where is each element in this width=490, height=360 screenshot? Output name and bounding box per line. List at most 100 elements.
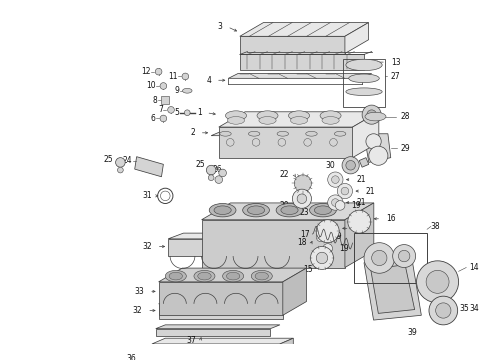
Polygon shape	[135, 157, 163, 177]
Text: 37: 37	[186, 336, 196, 345]
Ellipse shape	[365, 112, 386, 121]
Bar	[162, 96, 169, 104]
Circle shape	[316, 252, 328, 264]
Circle shape	[304, 139, 312, 146]
Circle shape	[362, 105, 381, 124]
Ellipse shape	[227, 117, 245, 124]
Circle shape	[392, 244, 416, 267]
Polygon shape	[283, 268, 306, 315]
Circle shape	[436, 303, 451, 318]
Circle shape	[278, 139, 286, 146]
Circle shape	[335, 201, 345, 210]
Ellipse shape	[257, 111, 278, 120]
Polygon shape	[240, 54, 364, 70]
Circle shape	[369, 146, 388, 165]
Circle shape	[367, 110, 376, 120]
Polygon shape	[156, 329, 270, 336]
Circle shape	[346, 161, 355, 170]
Text: 34: 34	[469, 304, 479, 313]
Circle shape	[371, 250, 387, 266]
Ellipse shape	[243, 203, 270, 217]
Polygon shape	[364, 258, 421, 320]
Circle shape	[337, 184, 352, 199]
Text: 16: 16	[386, 214, 395, 223]
Ellipse shape	[277, 131, 289, 136]
Polygon shape	[371, 265, 415, 313]
Circle shape	[118, 167, 123, 173]
Ellipse shape	[247, 206, 265, 215]
Polygon shape	[168, 233, 311, 239]
Circle shape	[323, 244, 333, 253]
Text: 22: 22	[280, 170, 290, 179]
Circle shape	[332, 199, 339, 206]
Text: 21: 21	[356, 175, 366, 184]
Circle shape	[316, 232, 326, 242]
Text: 25: 25	[103, 155, 113, 164]
Circle shape	[328, 172, 343, 187]
Text: 6: 6	[151, 114, 156, 123]
Text: 26: 26	[213, 165, 222, 174]
Ellipse shape	[334, 131, 346, 136]
Text: 27: 27	[391, 72, 400, 81]
Circle shape	[342, 157, 359, 174]
Ellipse shape	[281, 206, 298, 215]
Ellipse shape	[165, 270, 186, 282]
Polygon shape	[152, 344, 280, 360]
Text: 4: 4	[206, 76, 211, 85]
Circle shape	[184, 110, 190, 116]
Circle shape	[168, 107, 174, 113]
Circle shape	[215, 176, 222, 184]
Circle shape	[293, 189, 312, 208]
Circle shape	[348, 210, 371, 233]
Circle shape	[341, 187, 349, 195]
Text: 31: 31	[142, 192, 152, 201]
Text: 16: 16	[354, 224, 364, 233]
Ellipse shape	[182, 88, 192, 93]
Text: 23: 23	[300, 208, 310, 217]
Text: 19: 19	[339, 244, 349, 253]
Text: 20: 20	[280, 201, 290, 210]
Text: 10: 10	[146, 81, 156, 90]
Text: 28: 28	[400, 112, 410, 121]
Bar	[354, 233, 427, 283]
Ellipse shape	[291, 117, 308, 124]
Text: 39: 39	[407, 328, 416, 337]
Ellipse shape	[194, 270, 215, 282]
Polygon shape	[162, 349, 270, 360]
Ellipse shape	[214, 206, 231, 215]
Polygon shape	[159, 304, 283, 319]
Circle shape	[398, 250, 410, 262]
Text: 30: 30	[325, 161, 335, 170]
Ellipse shape	[209, 203, 236, 217]
Ellipse shape	[226, 272, 240, 280]
Text: 35: 35	[460, 304, 469, 313]
Ellipse shape	[310, 203, 336, 217]
Text: 33: 33	[135, 287, 144, 296]
Polygon shape	[240, 23, 368, 36]
Text: 19: 19	[352, 201, 361, 210]
Circle shape	[226, 139, 234, 146]
Text: 8: 8	[153, 96, 158, 105]
Polygon shape	[159, 298, 298, 304]
Ellipse shape	[349, 74, 379, 83]
Text: 15: 15	[303, 265, 313, 274]
Ellipse shape	[314, 206, 332, 215]
Text: 21: 21	[366, 186, 375, 195]
Circle shape	[206, 165, 216, 175]
Text: 13: 13	[391, 58, 400, 67]
Circle shape	[116, 158, 125, 167]
Circle shape	[182, 73, 189, 80]
Ellipse shape	[225, 111, 246, 120]
Text: 24: 24	[122, 156, 132, 165]
Text: 18: 18	[297, 238, 307, 247]
Polygon shape	[359, 158, 369, 167]
Bar	[343, 59, 385, 107]
Ellipse shape	[276, 203, 303, 217]
Circle shape	[219, 169, 226, 177]
Polygon shape	[219, 127, 352, 158]
Text: 25: 25	[196, 160, 205, 169]
Ellipse shape	[289, 111, 310, 120]
Ellipse shape	[255, 272, 269, 280]
Ellipse shape	[220, 131, 231, 136]
Circle shape	[208, 175, 214, 181]
